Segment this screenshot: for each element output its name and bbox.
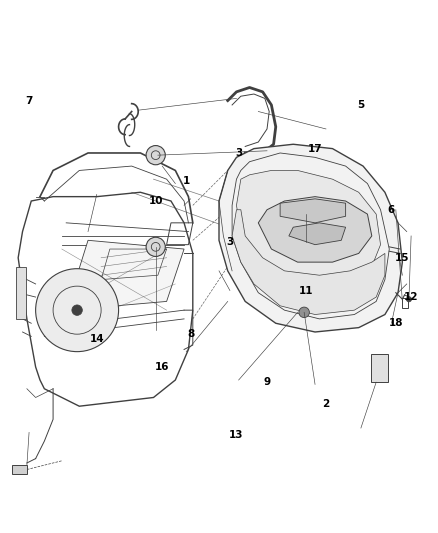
Bar: [16, 266, 25, 319]
Polygon shape: [219, 144, 403, 332]
Text: 14: 14: [89, 334, 104, 344]
Polygon shape: [289, 223, 346, 245]
Circle shape: [35, 269, 119, 352]
Polygon shape: [280, 199, 346, 223]
Text: 1: 1: [183, 176, 190, 187]
Circle shape: [146, 237, 165, 256]
Circle shape: [72, 305, 82, 316]
Text: 5: 5: [357, 100, 364, 110]
Polygon shape: [232, 210, 385, 314]
Text: 18: 18: [389, 318, 403, 328]
Text: 17: 17: [308, 143, 322, 154]
Text: 11: 11: [299, 286, 314, 295]
Circle shape: [406, 297, 412, 302]
Bar: [402, 298, 408, 308]
Bar: [371, 354, 389, 382]
Text: 12: 12: [404, 292, 418, 302]
Text: 16: 16: [155, 362, 170, 372]
Circle shape: [299, 307, 309, 318]
Text: 3: 3: [235, 148, 242, 158]
Polygon shape: [237, 171, 381, 284]
Text: 10: 10: [148, 196, 163, 206]
Text: 6: 6: [388, 205, 395, 215]
Polygon shape: [258, 197, 372, 262]
Text: 13: 13: [229, 430, 244, 440]
Text: 7: 7: [25, 95, 33, 106]
Text: 3: 3: [226, 238, 233, 247]
Polygon shape: [66, 240, 184, 310]
Bar: [12, 465, 27, 474]
Text: 15: 15: [395, 253, 410, 263]
Circle shape: [146, 146, 165, 165]
Text: 2: 2: [322, 399, 329, 409]
Text: 8: 8: [187, 329, 194, 339]
Text: 9: 9: [264, 377, 271, 387]
